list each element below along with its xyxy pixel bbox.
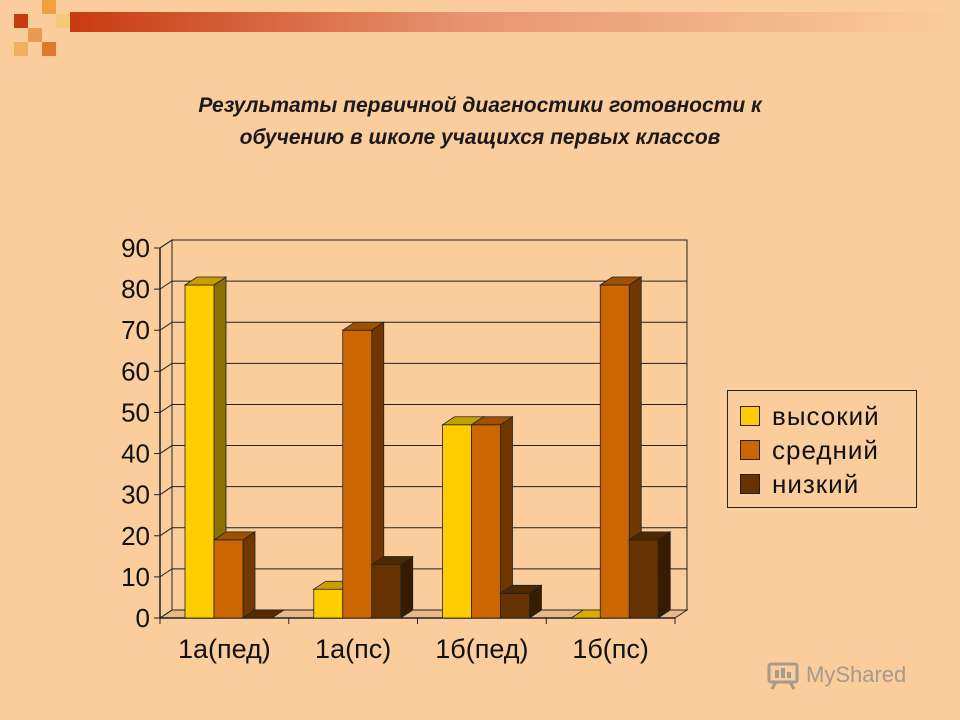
chart-title-line-2: обучению в школе учащихся первых классов — [239, 126, 721, 149]
bar — [442, 424, 472, 619]
bar-top — [241, 609, 286, 619]
bar — [599, 284, 630, 619]
legend-swatch-high — [740, 406, 760, 426]
legend-swatch-medium — [740, 440, 760, 460]
y-tick-label: 80 — [121, 274, 150, 304]
x-tick-label: 1а(пед) — [178, 634, 271, 664]
bar-top — [370, 556, 415, 565]
header-decoration — [14, 0, 960, 56]
bar — [313, 588, 344, 619]
bar — [471, 424, 501, 619]
gridline — [159, 362, 687, 372]
legend-item-low: низкий — [728, 467, 916, 501]
gridline — [159, 445, 687, 454]
gridline — [159, 527, 687, 537]
chart-title-line-1: Результаты первичной диагностики готовно… — [198, 94, 762, 117]
bar-top — [341, 321, 386, 331]
y-tick-label: 30 — [121, 480, 150, 510]
chart-side-wall — [159, 239, 173, 619]
bar — [213, 539, 244, 619]
watermark-logo: MyShared — [766, 655, 906, 695]
y-tick-label: 40 — [121, 439, 150, 469]
gridline — [159, 239, 687, 249]
legend-item-high: высокий — [728, 399, 916, 433]
y-tick-label: 70 — [121, 315, 150, 345]
gridline — [159, 568, 687, 578]
bar-side — [657, 531, 671, 619]
bar-top — [183, 276, 228, 286]
legend-label-medium: средний — [772, 434, 879, 465]
x-tick-label: 1б(пед) — [435, 634, 528, 664]
bar-top — [499, 584, 543, 594]
bar — [500, 592, 530, 619]
presentation-icon — [767, 662, 799, 690]
bar — [342, 329, 373, 619]
legend-swatch-low — [740, 474, 760, 494]
bar-side — [400, 555, 414, 619]
legend-item-medium: средний — [728, 433, 916, 467]
bar — [628, 539, 659, 619]
bar-top — [212, 531, 257, 541]
y-tick-label: 60 — [121, 356, 150, 386]
x-tick-label: 1а(пс) — [315, 634, 391, 664]
legend-label-high: высокий — [772, 400, 880, 431]
bar — [371, 564, 402, 619]
gridline — [159, 403, 687, 413]
bar-top — [627, 531, 672, 541]
bar-top — [470, 416, 514, 426]
bar-top — [598, 276, 643, 286]
chart-legend: высокий средний низкий — [727, 390, 917, 508]
y-tick-label: 90 — [121, 233, 150, 263]
x-tick-label: 1б(пс) — [572, 634, 649, 664]
gridline — [159, 321, 687, 331]
y-tick-label: 20 — [121, 521, 150, 551]
legend-label-low: низкий — [772, 468, 860, 499]
watermark-text: MyShared — [806, 662, 907, 687]
y-tick-label: 10 — [121, 562, 150, 592]
y-tick-label: 50 — [121, 397, 150, 427]
y-tick-label: 0 — [136, 603, 150, 633]
gridline — [159, 280, 687, 290]
bar — [184, 284, 215, 619]
bar-side — [242, 531, 256, 619]
chart-title: Результаты первичной диагностики готовно… — [60, 90, 900, 154]
gridline — [159, 486, 687, 496]
